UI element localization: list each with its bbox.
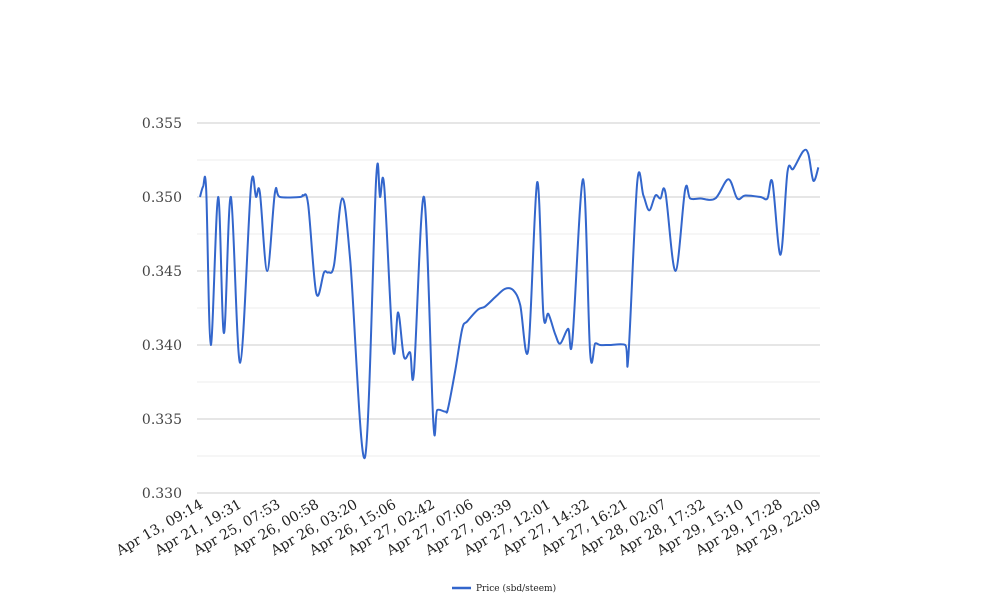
series-line-price <box>199 148 820 459</box>
legend[interactable]: Price (sbd/steem) <box>452 583 556 594</box>
y-tick-label: 0.345 <box>142 264 182 280</box>
gridlines <box>197 122 820 494</box>
y-tick-label: 0.330 <box>142 486 182 502</box>
y-tick-label: 0.350 <box>142 190 182 206</box>
y-tick-label: 0.340 <box>142 338 182 354</box>
y-tick-label: 0.335 <box>142 412 182 428</box>
legend-label: Price (sbd/steem) <box>476 583 556 594</box>
series-group <box>199 148 820 459</box>
y-axis-ticks: 0.330 0.335 0.340 0.345 0.350 0.355 <box>142 116 182 502</box>
y-tick-label: 0.355 <box>142 116 182 132</box>
